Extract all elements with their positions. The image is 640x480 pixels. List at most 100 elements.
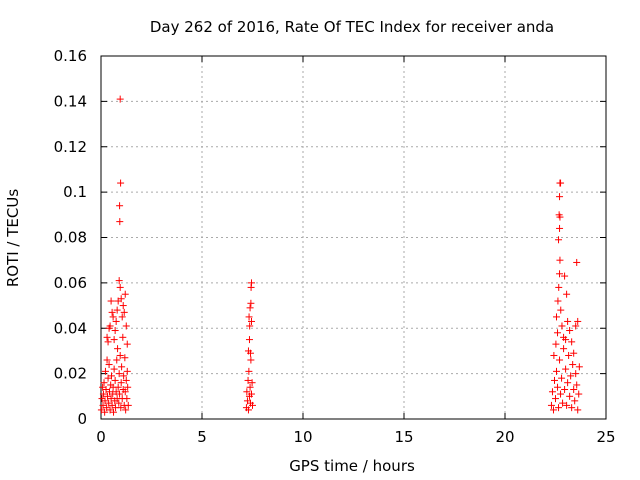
data-point [568,404,576,412]
data-point [113,306,121,314]
data-point [559,399,567,407]
data-point [564,317,572,325]
data-point [110,336,118,344]
data-point [558,374,566,382]
data-point [116,351,124,359]
data-point [108,308,116,316]
data-point [548,388,556,396]
data-point [101,397,109,405]
data-point [114,383,122,391]
data-point [245,313,253,321]
data-point [101,408,109,416]
y-tick-label: 0.02 [54,365,87,383]
data-point [116,283,124,291]
x-axis: 0 5 10 15 20 25 [96,56,616,446]
data-point [561,386,569,394]
data-point [246,322,254,330]
data-point [246,349,254,357]
data-point [122,322,130,330]
data-point [245,367,253,375]
data-series-roti [97,95,583,416]
data-point [122,406,130,414]
data-point [552,340,560,348]
data-point [122,376,130,384]
data-point [574,406,582,414]
data-point [247,356,255,364]
data-point [111,376,119,384]
data-point [571,397,579,405]
data-point [124,383,132,391]
data-point [244,376,252,384]
data-point [557,306,565,314]
data-point [248,379,256,387]
data-point [104,338,112,346]
data-point [557,179,565,187]
data-point [119,302,127,310]
data-point [563,401,571,409]
data-point [103,356,111,364]
data-point [554,297,562,305]
y-axis-title: ROTI / TECUs [4,189,22,287]
data-point [549,406,557,414]
data-point [108,372,116,380]
data-point [101,367,109,375]
data-point [556,270,564,278]
data-point [116,95,124,103]
data-point [562,336,570,344]
data-point [111,327,119,335]
data-point [565,351,573,359]
y-tick-label: 0.16 [54,47,87,65]
data-point [99,401,107,409]
data-point [121,388,129,396]
x-tick-label: 25 [596,428,615,446]
data-point [570,386,578,394]
data-point [247,317,255,325]
data-point [116,202,124,210]
data-point [566,392,574,400]
data-point [246,304,254,312]
y-tick-label: 0.04 [54,319,87,337]
data-point [116,390,124,398]
data-point [556,193,564,201]
data-point [243,388,251,396]
data-point [121,354,129,362]
data-point [556,356,564,364]
y-tick-label: 0.1 [63,183,87,201]
data-point [103,392,111,400]
y-tick-label: 0.08 [54,229,87,247]
data-point [121,290,129,298]
data-point [115,370,123,378]
data-point [105,361,113,369]
data-point [114,345,122,353]
data-point [557,390,565,398]
data-point [572,370,580,378]
data-point [554,329,562,337]
data-point [569,361,577,369]
data-point [572,322,580,330]
data-point [574,317,582,325]
data-point [563,290,571,298]
data-point [558,322,566,330]
data-point [123,395,131,403]
data-point [575,390,583,398]
x-tick-label: 0 [96,428,106,446]
grid-lines [101,56,606,419]
data-point [117,295,125,303]
data-point [123,367,131,375]
data-point [550,376,558,384]
y-axis: 0 0.02 0.04 0.06 0.08 0.1 0.12 0.14 0.16 [54,47,606,428]
data-point [107,297,115,305]
data-point [568,338,576,346]
y-tick-label: 0.06 [54,274,87,292]
data-point [247,299,255,307]
data-point [561,272,569,280]
data-point [246,383,254,391]
data-point [116,218,124,226]
chart-title: Day 262 of 2016, Rate Of TEC Index for r… [150,18,554,36]
data-point [100,379,108,387]
y-tick-label: 0.14 [54,92,87,110]
data-point [566,327,574,335]
data-point [117,179,125,187]
data-point [554,383,562,391]
